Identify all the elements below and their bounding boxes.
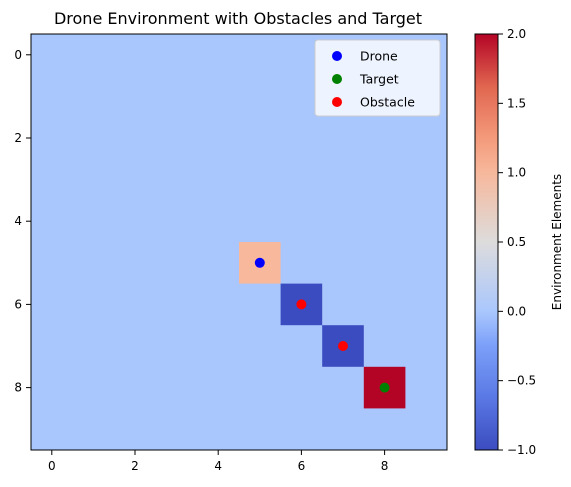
y-tick-label: 8 <box>14 381 22 395</box>
y-axis: 0 2 4 6 8 <box>14 48 31 395</box>
scatter-points <box>254 257 390 393</box>
colorbar: −1.0 −0.5 0.0 0.5 1.0 1.5 2.0 Environment Elem… <box>474 27 564 457</box>
y-tick-label: 4 <box>14 214 22 228</box>
colorbar-tick-label: −1.0 <box>507 443 536 457</box>
legend-marker-target <box>332 74 342 84</box>
x-tick-label: 4 <box>214 459 222 473</box>
legend-marker-obstacle <box>332 97 342 107</box>
x-tick-label: 0 <box>48 459 56 473</box>
x-tick-label: 6 <box>298 459 306 473</box>
legend-marker-drone <box>332 51 342 61</box>
x-axis: 0 2 4 6 8 <box>48 450 388 473</box>
chart-title: Drone Environment with Obstacles and Tar… <box>54 9 422 28</box>
x-tick-label: 2 <box>131 459 139 473</box>
scatter-point-obstacle <box>338 341 348 351</box>
colorbar-tick-label: 0.5 <box>507 235 526 249</box>
colorbar-tick-label: 0.0 <box>507 304 526 318</box>
colorbar-tick-label: 1.0 <box>507 166 526 180</box>
legend-box <box>314 39 441 117</box>
x-tick-label: 8 <box>381 459 389 473</box>
legend-label-target: Target <box>359 72 399 87</box>
colorbar-tick-label: 2.0 <box>507 27 526 41</box>
scatter-point-obstacle <box>296 299 307 310</box>
legend-label-drone: Drone <box>360 49 398 64</box>
plot-frame <box>30 33 448 451</box>
y-tick-label: 6 <box>14 297 22 311</box>
colorbar-ticks: −1.0 −0.5 0.0 0.5 1.0 1.5 2.0 <box>498 27 536 457</box>
colorbar-tick-label: 1.5 <box>507 96 526 110</box>
colorbar-tick-label: −0.5 <box>507 374 536 388</box>
legend: Drone Target Obstacle <box>314 39 441 117</box>
colorbar-gradient <box>475 34 498 450</box>
scatter-point-drone <box>254 257 265 268</box>
y-tick-label: 2 <box>14 131 22 145</box>
legend-label-obstacle: Obstacle <box>360 95 415 110</box>
y-tick-label: 0 <box>14 48 22 62</box>
scatter-point-target <box>379 382 390 393</box>
colorbar-label: Environment Elements <box>550 174 564 310</box>
